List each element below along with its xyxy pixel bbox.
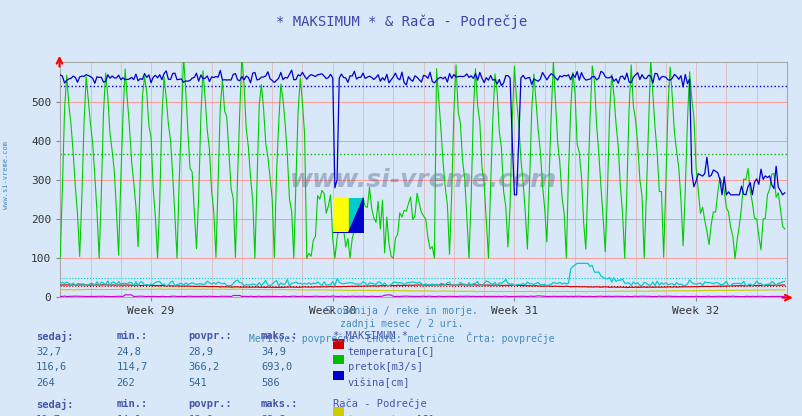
Text: sedaj:: sedaj:	[36, 399, 74, 410]
Text: * MAKSIMUM * & Rača - Podrečje: * MAKSIMUM * & Rača - Podrečje	[276, 15, 526, 29]
Text: maks.:: maks.:	[261, 399, 298, 409]
Text: www.si-vreme.com: www.si-vreme.com	[290, 168, 557, 192]
Text: 18,0: 18,0	[188, 414, 213, 416]
Polygon shape	[348, 198, 363, 233]
Text: Meritve: povprečne  Enote: metrične  Črta: povprečje: Meritve: povprečne Enote: metrične Črta:…	[249, 332, 553, 344]
Text: 28,9: 28,9	[188, 347, 213, 357]
Text: višina[cm]: višina[cm]	[347, 378, 410, 389]
Text: 22,3: 22,3	[261, 414, 286, 416]
Polygon shape	[333, 198, 363, 233]
Text: 114,7: 114,7	[116, 362, 148, 372]
Text: min.:: min.:	[116, 331, 148, 341]
Text: temperatura[C]: temperatura[C]	[347, 347, 435, 357]
Text: 586: 586	[261, 378, 279, 388]
Text: www.si-vreme.com: www.si-vreme.com	[3, 141, 10, 209]
Text: temperatura[C]: temperatura[C]	[347, 414, 435, 416]
Text: min.:: min.:	[116, 399, 148, 409]
Text: maks.:: maks.:	[261, 331, 298, 341]
Text: 32,7: 32,7	[36, 347, 61, 357]
Text: 264: 264	[36, 378, 55, 388]
Text: Slovenija / reke in morje.: Slovenija / reke in morje.	[325, 306, 477, 316]
Text: * MAKSIMUM *: * MAKSIMUM *	[333, 331, 407, 341]
Text: 14,1: 14,1	[116, 414, 141, 416]
Polygon shape	[333, 198, 348, 233]
Text: pretok[m3/s]: pretok[m3/s]	[347, 362, 422, 372]
Text: 693,0: 693,0	[261, 362, 292, 372]
Text: 541: 541	[188, 378, 207, 388]
Text: povpr.:: povpr.:	[188, 399, 232, 409]
Text: zadnji mesec / 2 uri.: zadnji mesec / 2 uri.	[339, 319, 463, 329]
Text: sedaj:: sedaj:	[36, 331, 74, 342]
Text: 19,7: 19,7	[36, 414, 61, 416]
Text: Rača - Podrečje: Rača - Podrečje	[333, 399, 427, 409]
Text: 262: 262	[116, 378, 135, 388]
Text: 116,6: 116,6	[36, 362, 67, 372]
Text: 34,9: 34,9	[261, 347, 286, 357]
Text: 366,2: 366,2	[188, 362, 220, 372]
Text: 24,8: 24,8	[116, 347, 141, 357]
Text: povpr.:: povpr.:	[188, 331, 232, 341]
